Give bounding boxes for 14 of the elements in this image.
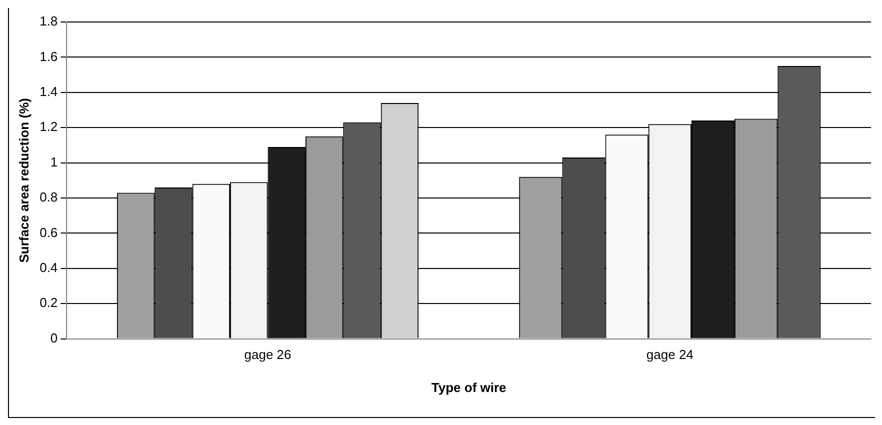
y-tick-label: 1 bbox=[50, 154, 58, 170]
y-tick-label: 0.6 bbox=[40, 224, 58, 240]
x-axis-title: Type of wire bbox=[431, 380, 506, 395]
y-tick-label: 0.4 bbox=[40, 260, 58, 275]
x-tick-label: gage 26 bbox=[244, 347, 292, 362]
y-tick-label: 1.4 bbox=[40, 84, 58, 99]
y-tick-label: 1.8 bbox=[40, 14, 58, 29]
x-tick-label: gage 24 bbox=[646, 347, 694, 362]
y-tick-label: 0.2 bbox=[40, 295, 58, 310]
y-tick-label: 1.6 bbox=[40, 48, 58, 64]
y-tick-label: 0 bbox=[50, 330, 58, 346]
y-axis-title: Surface area reduction (%) bbox=[16, 98, 32, 263]
y-tick-label: 1.2 bbox=[40, 119, 58, 134]
y-tick-label: 0.8 bbox=[40, 190, 58, 205]
